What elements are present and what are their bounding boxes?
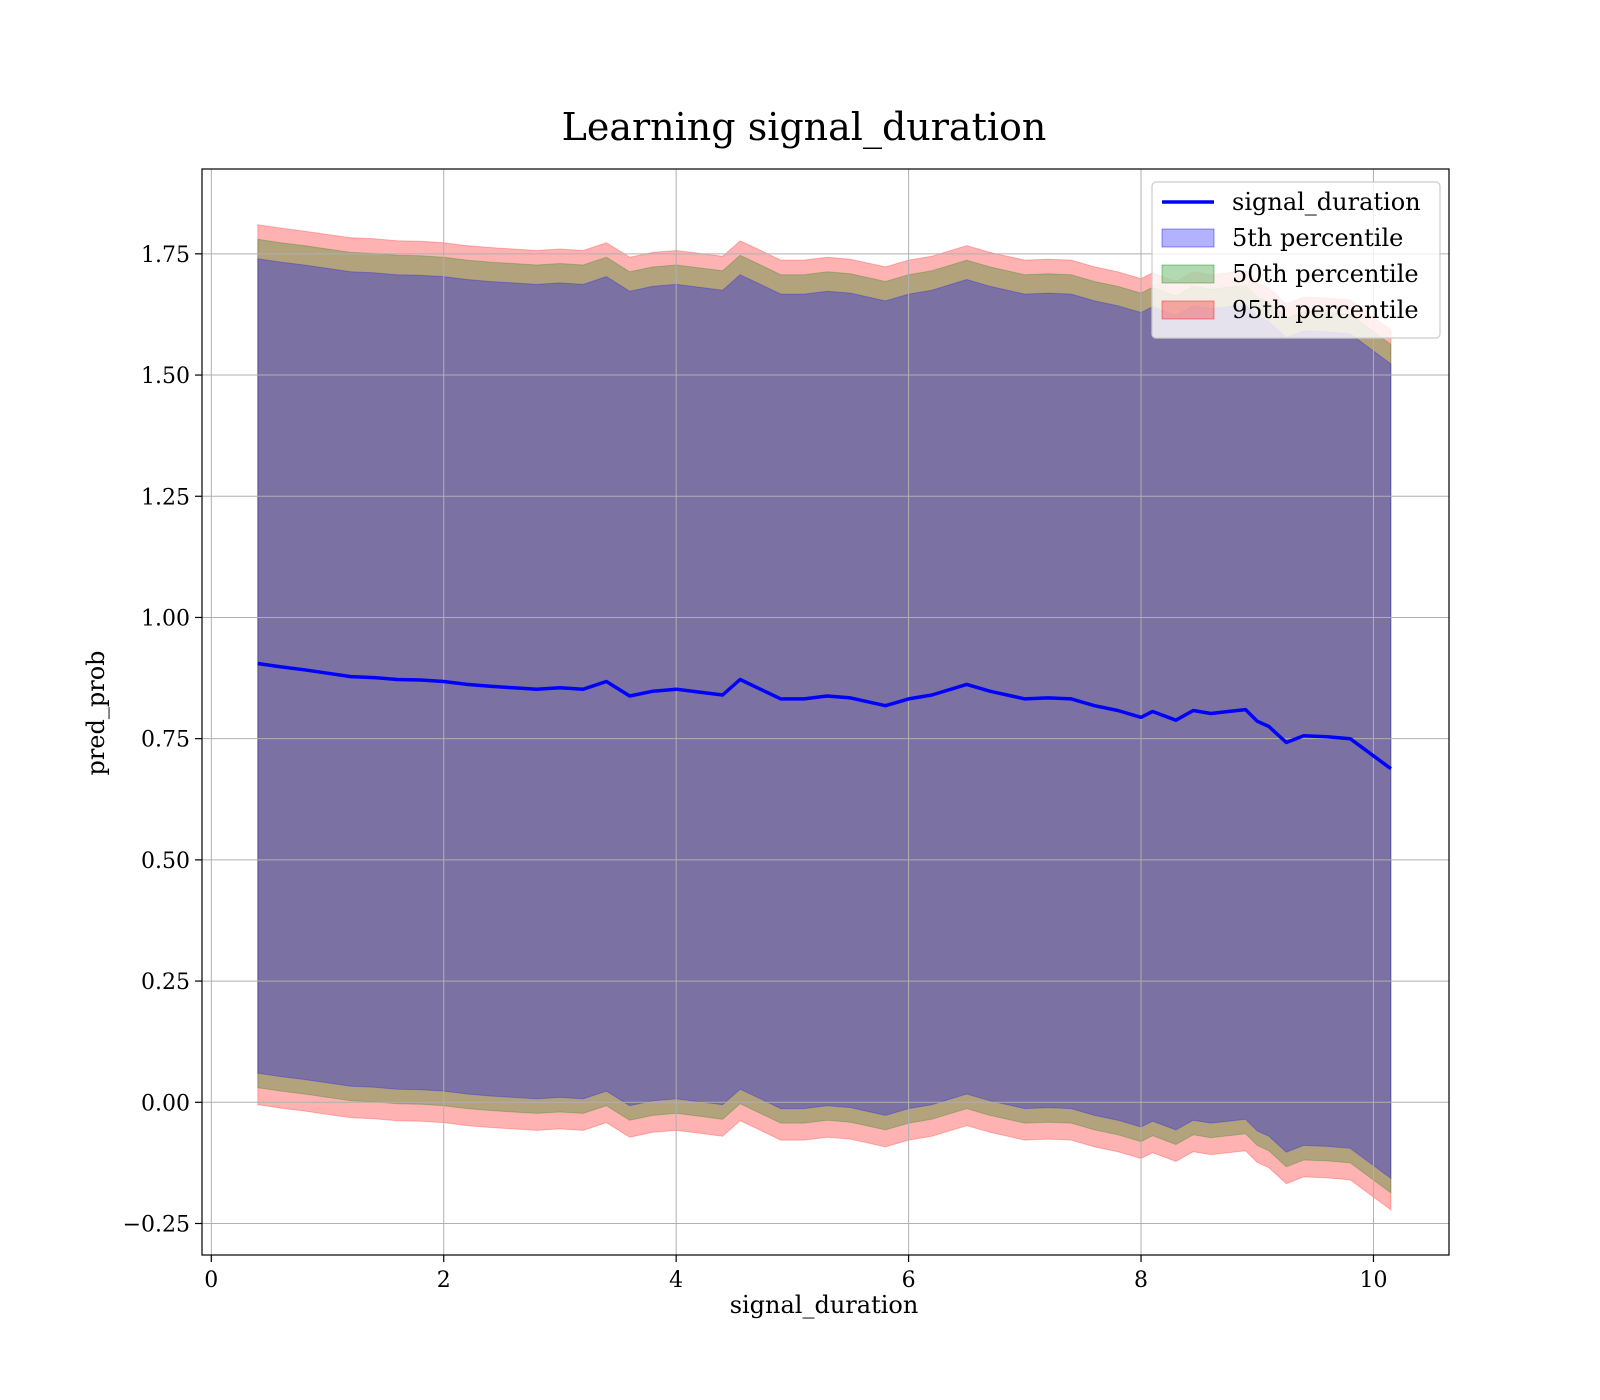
legend-label-2: 50th percentile (1232, 260, 1419, 288)
x-tick-label-3: 6 (902, 1268, 916, 1293)
y-tick-label-6: 1.25 (141, 485, 190, 510)
x-tick-label-4: 8 (1134, 1268, 1148, 1293)
series-line-0 (257, 661, 1392, 771)
x-tick-label-1: 2 (437, 1268, 451, 1293)
legend-label-3: 95th percentile (1232, 296, 1419, 324)
chart-title: Learning signal_duration (562, 105, 1047, 150)
legend-box (1151, 181, 1441, 339)
legend-swatch-1 (1161, 228, 1215, 248)
legend-swatch-3 (1161, 300, 1215, 320)
y-tick-label-4: 0.75 (141, 728, 190, 753)
y-tick-label-8: 1.75 (141, 243, 190, 268)
grid-lines (202, 169, 1449, 1255)
y-tick-label-2: 0.25 (141, 970, 190, 995)
band-1 (257, 258, 1392, 1180)
band-3 (257, 224, 1392, 1211)
plot-frame (201, 168, 1450, 1256)
y-axis-label: pred_prob (82, 650, 110, 775)
legend-label-0: signal_duration (1232, 188, 1421, 216)
x-tick-label-0: 0 (204, 1268, 218, 1293)
y-tick-label-7: 1.50 (141, 364, 190, 389)
series-lines (257, 661, 1392, 771)
x-tick-label-5: 10 (1359, 1268, 1387, 1293)
y-tick-label-5: 1.00 (141, 606, 190, 631)
band-2 (257, 238, 1392, 1194)
legend-label-1: 5th percentile (1232, 224, 1403, 252)
y-axis-ticks: −0.25 0.00 0.25 0.50 0.75 1.00 1.25 1.50 1.75 (123, 243, 202, 1237)
x-axis-label: signal_duration (730, 1291, 919, 1319)
y-tick-label-1: 0.00 (141, 1091, 190, 1116)
y-tick-label-0: −0.25 (123, 1212, 190, 1237)
legend: signal_duration 5th percentile 50th percen… (1151, 181, 1441, 339)
legend-swatch-2 (1161, 264, 1215, 284)
x-tick-label-2: 4 (669, 1268, 683, 1293)
y-tick-label-3: 0.50 (141, 849, 190, 874)
percentile-bands (257, 224, 1392, 1211)
x-axis-ticks: 0 2 4 6 8 10 (204, 1255, 1387, 1293)
